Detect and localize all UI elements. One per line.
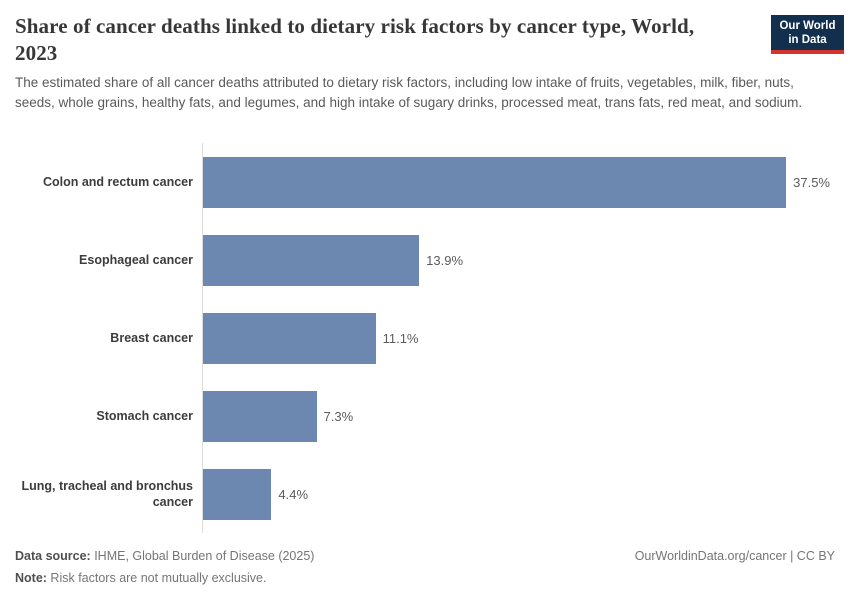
plot-area: 4.4% — [202, 455, 843, 533]
bar — [203, 468, 272, 520]
page-title: Share of cancer deaths linked to dietary… — [15, 14, 695, 65]
owid-logo[interactable]: Our World in Data — [771, 15, 844, 54]
plot-area: 7.3% — [202, 377, 843, 455]
chart-footer: Data source: IHME, Global Burden of Dise… — [15, 545, 835, 589]
chart-row: Breast cancer 11.1% — [15, 299, 843, 377]
chart-row: Stomach cancer 7.3% — [15, 377, 843, 455]
note-value: Risk factors are not mutually exclusive. — [46, 571, 267, 585]
chart-rows: Colon and rectum cancer 37.5% Esophageal c… — [15, 143, 843, 533]
bar — [203, 312, 376, 364]
value-label: 11.1% — [382, 330, 419, 346]
data-source-label: Data source: — [15, 549, 91, 563]
value-label: 37.5% — [793, 174, 830, 190]
value-label: 7.3% — [323, 408, 354, 424]
plot-area: 37.5% — [202, 143, 843, 221]
data-source-line: Data source: IHME, Global Burden of Dise… — [15, 545, 314, 567]
chart-row: Esophageal cancer 13.9% — [15, 221, 843, 299]
bar — [203, 390, 317, 442]
chart-row: Colon and rectum cancer 37.5% — [15, 143, 843, 221]
category-label: Stomach cancer — [96, 409, 193, 423]
chart-row: Lung, tracheal and bronchus cancer 4.4% — [15, 455, 843, 533]
category-label: Lung, tracheal and bronchus cancer — [21, 479, 193, 509]
footer-left: Data source: IHME, Global Burden of Dise… — [15, 545, 314, 589]
owid-logo-line1: Our World — [779, 20, 836, 32]
value-label: 13.9% — [426, 252, 464, 268]
note-label: Note: — [15, 571, 47, 585]
bar — [203, 234, 420, 286]
value-label: 4.4% — [278, 486, 309, 502]
footer-link[interactable]: OurWorldinData.org/cancer | CC BY — [634, 549, 835, 563]
owid-logo-line2: in Data — [788, 34, 827, 46]
plot-area: 13.9% — [202, 221, 843, 299]
bar-chart: Colon and rectum cancer 37.5% Esophageal c… — [15, 143, 843, 533]
chart-subtitle: The estimated share of all cancer deaths… — [15, 75, 803, 110]
category-label: Breast cancer — [110, 331, 193, 345]
note-line: Note: Risk factors are not mutually excl… — [15, 567, 314, 589]
category-label: Esophageal cancer — [79, 253, 193, 267]
bar — [203, 156, 787, 208]
category-label: Colon and rectum cancer — [42, 175, 193, 189]
plot-area: 11.1% — [202, 299, 843, 377]
data-source-value: IHME, Global Burden of Disease (2025) — [90, 549, 315, 563]
